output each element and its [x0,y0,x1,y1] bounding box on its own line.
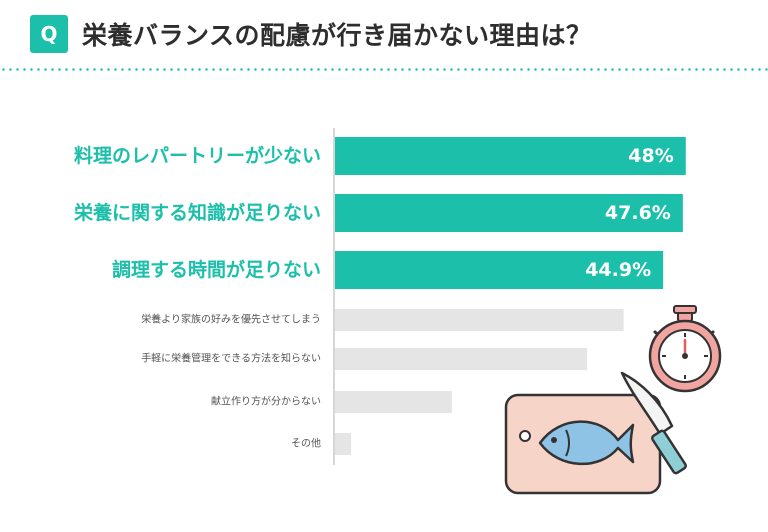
bar [335,309,624,331]
bar [335,194,683,232]
category-label: 調理する時間が足りない [112,258,321,281]
bar [335,433,352,455]
question-header: Q 栄養バランスの配慮が行き届かない理由は？ [30,14,592,54]
bar [335,137,686,175]
value-label: 47.6% [605,202,671,224]
value-label: 44.9% [585,259,651,281]
page-title: 栄養バランスの配慮が行き届かない理由は？ [82,21,592,50]
category-label: その他 [291,437,321,450]
bar [335,251,664,289]
category-label: 栄養に関する知識が足りない [73,201,321,224]
dotted-divider [0,68,768,71]
bar [335,391,452,413]
fish-icon [538,420,635,466]
value-label: 48% [628,145,673,167]
category-label: 手軽に栄養管理をできる方法を知らない [141,352,321,365]
category-label: 献立作り方が分からない [211,395,321,408]
question-badge: Q [30,15,68,53]
stopwatch-icon [648,305,722,393]
bar [335,348,588,370]
category-label: 料理のレパートリーが少ない [74,144,321,167]
category-label: 栄養より家族の好みを優先させてしまう [141,313,321,326]
bar-group: 料理のレパートリーが少ない 48% 栄養に関する知識が足りない 47.6% 調理する時間… [73,137,686,455]
kitchen-knife-icon [620,371,687,475]
